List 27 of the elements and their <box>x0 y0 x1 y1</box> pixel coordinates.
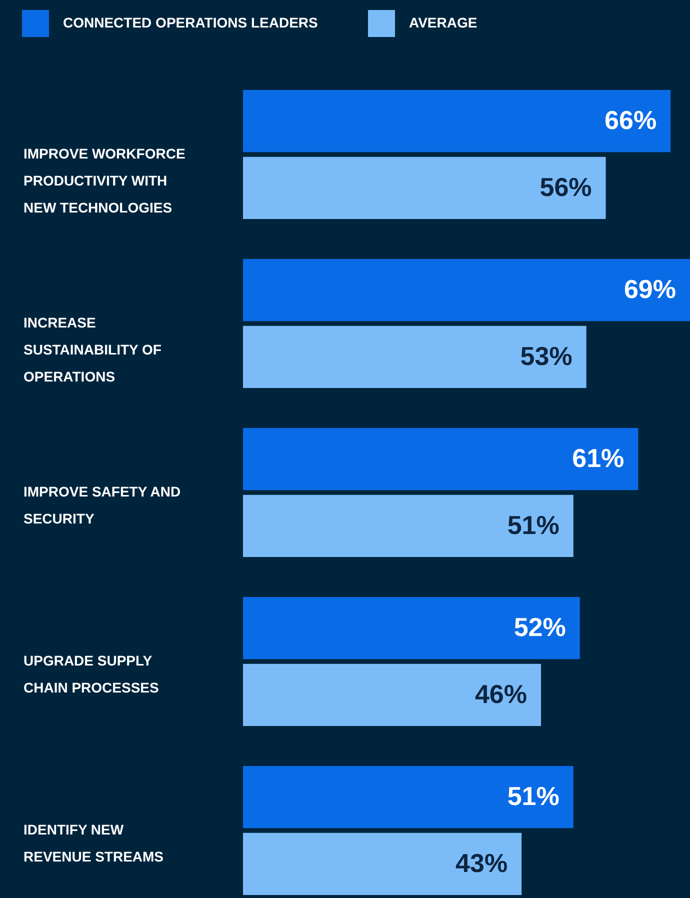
bar <box>243 766 574 828</box>
data-label: 51% <box>507 510 560 540</box>
data-label: 52% <box>514 612 566 642</box>
legend-label: AVERAGE <box>409 14 478 30</box>
bar <box>243 664 541 726</box>
bar <box>243 259 690 322</box>
data-label: 51% <box>507 781 560 812</box>
data-label: 61% <box>572 443 624 474</box>
bar <box>243 90 671 152</box>
y-tick-label: IDENTIFY NEW REVENUE STREAMS <box>24 822 164 865</box>
legend-label: CONNECTED OPERATIONS LEADERS <box>63 14 318 30</box>
data-label: 53% <box>520 340 572 371</box>
data-label: 56% <box>540 172 592 202</box>
bar <box>243 156 606 219</box>
bar <box>243 326 586 388</box>
data-label: 66% <box>604 105 657 136</box>
data-label: 43% <box>456 848 508 878</box>
bar <box>243 597 580 660</box>
y-tick-label: INCREASE SUSTAINABILITY OF OPERATIONS <box>24 314 162 384</box>
y-tick-label: IMPROVE SAFETY AND SECURITY <box>24 484 181 526</box>
bar <box>243 428 638 490</box>
bar <box>243 832 522 895</box>
data-label: 69% <box>624 274 676 304</box>
data-label: 46% <box>474 678 527 709</box>
bar <box>243 494 574 557</box>
y-tick-label: IMPROVE WORKFORCE PRODUCTIVITY WITH NEW TECHNOLOGIES <box>24 145 186 216</box>
y-tick-label: UPGRADE SUPPLY CHAIN PROCESSES <box>24 652 159 696</box>
